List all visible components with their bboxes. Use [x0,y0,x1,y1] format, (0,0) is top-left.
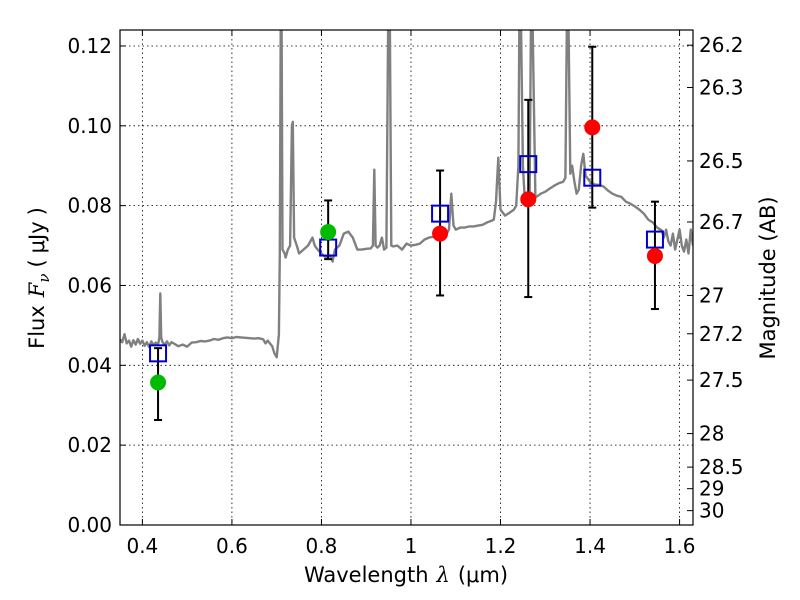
error-bars [154,45,659,422]
y-tick-label: 0.10 [67,114,112,138]
x-axis-ticks: 0.4 0.6 0.8 1 1.2 1.4 1.6 [126,30,695,558]
y-axis-label: FluxFν(μJy) [25,207,53,349]
magnitude-tick-label: 29 [699,477,724,501]
magnitude-tick-label: 26.2 [699,33,744,57]
plot-frame [119,29,694,526]
observed-photometry-point [584,119,601,136]
observed-photometry-point [432,225,449,242]
observed-photometry-point [150,374,167,391]
model-photometry-square [519,155,538,174]
observed-photometry-point [520,191,537,208]
magnitude-tick-label: 30 [699,499,724,523]
magnitude-tick-label: 27.5 [699,368,744,392]
observed-photometry-point [646,247,663,264]
model-photometry-markers [149,155,664,363]
model-photometry-square [149,344,168,363]
observed-photometry-point [320,223,337,240]
x-tick-label: 0.6 [216,534,248,558]
model-spectrum-line [120,30,693,359]
y-tick-label: 0.08 [67,194,112,218]
y-tick-label: 0.00 [67,513,112,537]
y-tick-label: 0.06 [67,273,112,297]
x-axis-label: Wavelength λ (μm) [304,563,508,587]
magnitude-axis-label: Magnitude (AB) [756,196,780,359]
model-photometry-square [431,204,450,223]
magnitude-tick-label: 27 [699,283,724,307]
x-tick-label: 0.8 [306,534,338,558]
x-tick-label: 1.2 [485,534,517,558]
y-tick-label: 0.02 [67,433,112,457]
magnitude-tick-label: 26.5 [699,149,744,173]
grid-lines [120,30,693,526]
magnitude-tick-label: 27.2 [699,322,744,346]
magnitude-tick-label: 26.3 [699,75,744,99]
magnitude-tick-label: 28.5 [699,455,744,479]
y-tick-label: 0.12 [67,34,112,58]
model-photometry-square [645,230,664,249]
model-photometry-square [583,168,602,187]
magnitude-tick-label: 26.7 [699,210,744,234]
x-tick-label: 1 [405,534,418,558]
x-tick-label: 1.4 [574,534,606,558]
y-axis-ticks: 0.00 0.02 0.04 0.06 0.08 0.10 0.12 [67,34,126,537]
x-tick-label: 1.6 [664,534,696,558]
observed-photometry-markers [150,119,663,391]
x-tick-label: 0.4 [126,534,158,558]
magnitude-tick-label: 28 [699,422,724,446]
y-tick-label: 0.04 [67,353,112,377]
